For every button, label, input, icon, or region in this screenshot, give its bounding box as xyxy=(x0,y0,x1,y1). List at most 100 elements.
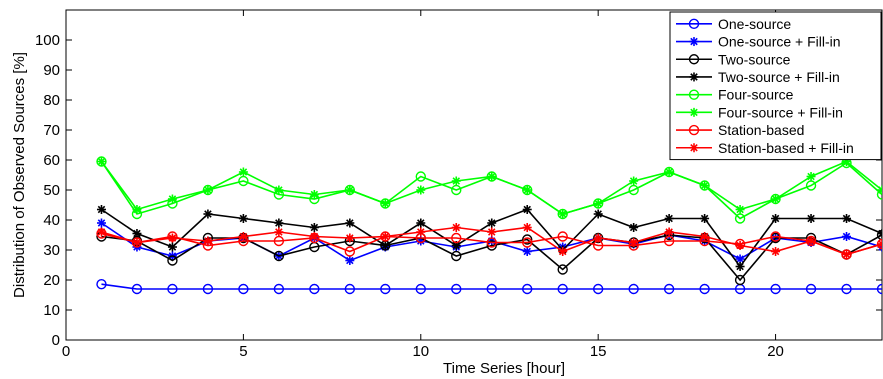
data-point xyxy=(274,227,284,237)
y-tick-label: 100 xyxy=(35,32,60,49)
data-point xyxy=(700,214,710,223)
star-stroke xyxy=(452,177,461,185)
star-stroke xyxy=(690,73,698,81)
y-tick-label: 30 xyxy=(43,242,60,259)
data-point xyxy=(771,194,781,204)
data-point xyxy=(557,231,568,242)
legend-marker xyxy=(688,89,700,100)
data-point xyxy=(416,218,426,228)
legend-label: One-source + Fill-in xyxy=(718,34,841,50)
data-point xyxy=(592,283,604,295)
star-stroke xyxy=(558,210,567,218)
data-point xyxy=(735,254,745,264)
data-point xyxy=(487,227,497,237)
y-axis-title: Distribution of Observed Sources [%] xyxy=(11,52,28,298)
data-point xyxy=(344,283,356,295)
data-point xyxy=(735,205,745,214)
star-stroke xyxy=(594,199,602,208)
data-point xyxy=(345,233,355,243)
star-stroke xyxy=(700,232,709,241)
series-line xyxy=(101,283,882,290)
data-point xyxy=(309,223,319,232)
star-stroke xyxy=(878,186,882,192)
data-point xyxy=(96,279,107,290)
data-point xyxy=(380,232,390,241)
legend-item: Station-based xyxy=(676,122,804,138)
data-point xyxy=(274,185,284,195)
data-point xyxy=(593,233,603,243)
data-point xyxy=(96,205,106,214)
data-point xyxy=(876,283,882,295)
star-stroke xyxy=(807,214,815,223)
star-stroke xyxy=(700,181,709,190)
data-point xyxy=(664,167,674,177)
data-point xyxy=(132,205,142,214)
star-stroke xyxy=(878,188,882,194)
star-stroke xyxy=(275,219,283,227)
data-point xyxy=(238,232,248,241)
legend-marker xyxy=(688,124,700,136)
star-stroke xyxy=(310,223,319,232)
data-point xyxy=(664,227,674,237)
data-point xyxy=(593,199,603,208)
y-tick-label: 80 xyxy=(43,92,60,109)
star-stroke xyxy=(310,232,319,241)
star-stroke xyxy=(736,255,744,263)
star-stroke xyxy=(842,250,851,259)
star-stroke xyxy=(239,232,248,241)
data-point xyxy=(557,283,568,295)
data-point xyxy=(629,176,639,186)
series-four-source-fill-in xyxy=(96,157,882,219)
data-point xyxy=(522,283,533,295)
data-point xyxy=(770,231,781,242)
data-point xyxy=(451,250,462,262)
star-stroke xyxy=(594,234,602,242)
data-point xyxy=(415,171,426,182)
data-point xyxy=(380,241,390,250)
data-point xyxy=(451,223,461,232)
legend-label: Two-source xyxy=(718,51,791,67)
series-station-based-fill-in xyxy=(96,223,882,259)
legend-item: Two-source + Fill-in xyxy=(676,69,840,85)
legend-item: Two-source xyxy=(676,51,791,67)
data-point xyxy=(167,242,177,252)
data-point xyxy=(806,236,816,246)
x-tick-label: 20 xyxy=(767,343,784,360)
data-point xyxy=(663,283,675,295)
star-stroke xyxy=(168,234,177,242)
y-tick-label: 90 xyxy=(43,62,60,79)
data-point xyxy=(700,232,710,241)
star-stroke xyxy=(239,214,248,223)
data-point xyxy=(628,283,639,295)
star-stroke xyxy=(736,262,744,271)
data-point xyxy=(487,218,497,228)
data-point xyxy=(557,264,568,275)
data-point xyxy=(771,214,781,223)
legend-box xyxy=(669,11,882,161)
star-stroke xyxy=(878,240,882,246)
data-point xyxy=(167,283,178,295)
star-stroke xyxy=(381,232,390,241)
data-point xyxy=(805,283,817,295)
data-point xyxy=(771,247,781,256)
legend-marker xyxy=(688,54,700,65)
plot-frame xyxy=(65,9,883,341)
legend-label: Station-based + Fill-in xyxy=(718,140,854,156)
data-point xyxy=(167,255,178,266)
star-stroke xyxy=(878,229,882,235)
data-point xyxy=(735,241,745,250)
star-stroke xyxy=(523,223,531,232)
data-point xyxy=(238,167,248,177)
star-stroke xyxy=(381,199,390,208)
data-point xyxy=(451,176,461,186)
data-point xyxy=(593,209,603,219)
data-point xyxy=(486,237,497,248)
star-stroke xyxy=(523,186,531,194)
data-point xyxy=(238,283,249,295)
star-stroke xyxy=(133,238,141,247)
data-point xyxy=(380,283,391,295)
star-stroke xyxy=(771,195,780,203)
data-point xyxy=(202,283,214,295)
star-stroke xyxy=(629,223,638,232)
